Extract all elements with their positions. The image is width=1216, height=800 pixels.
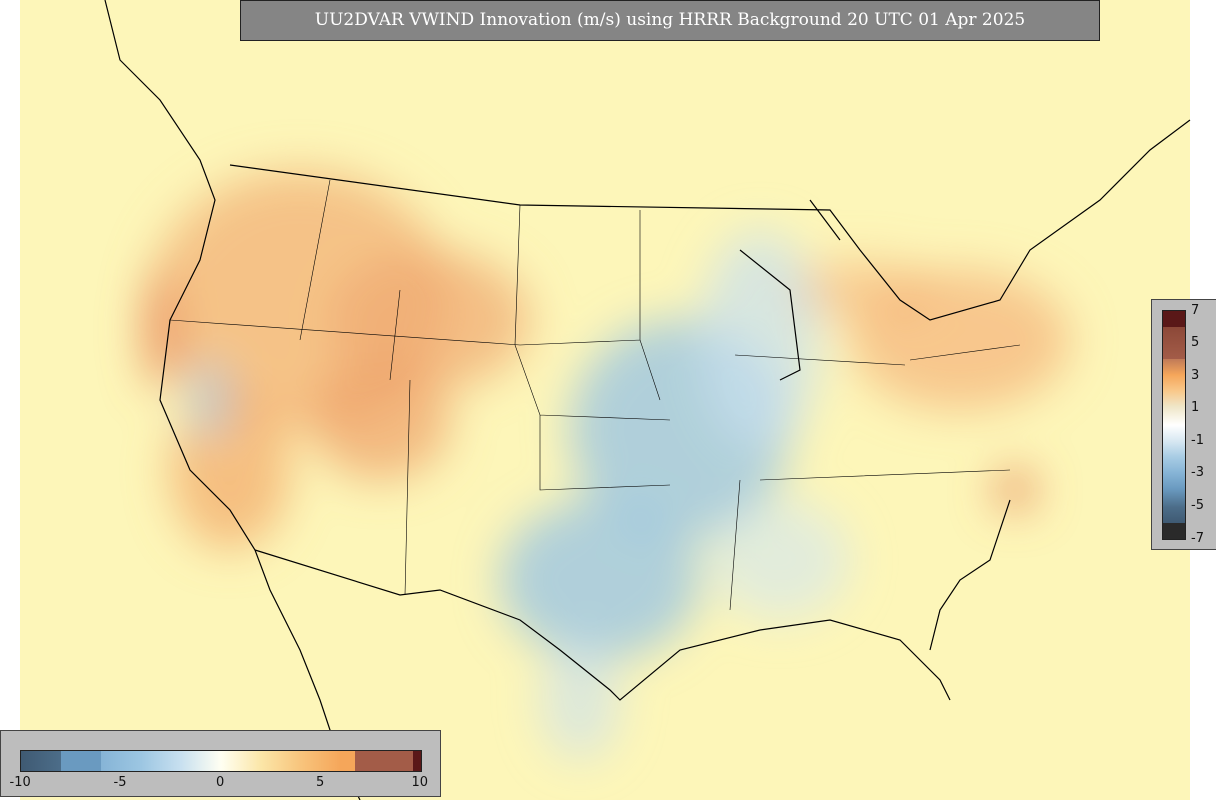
colorbar-bottom (0, 730, 441, 797)
title: UU2DVAR VWIND Innovation (m/s) using HRR… (240, 0, 1100, 41)
colorbar-tick-label: -5 (1191, 497, 1204, 513)
colorbar-tick-label: 10 (411, 774, 429, 790)
colorbar-tick-label: 5 (1191, 335, 1200, 351)
colorbar-tick-label: -3 (1191, 465, 1204, 481)
colorbar-tick-label: -10 (9, 774, 31, 790)
colorbar-tick-label: -5 (113, 774, 127, 790)
state-lines (169, 179, 1021, 611)
colorbar-tick-label: 1 (1191, 400, 1200, 416)
colorbar-right-scale (1162, 310, 1186, 540)
colorbar-tick-label: -7 (1191, 530, 1204, 546)
colorbar-tick-label: -1 (1191, 432, 1204, 448)
boundaries (104, 0, 1191, 800)
colorbar-bottom-scale (20, 750, 422, 772)
innovation-field (145, 170, 1070, 760)
colorbar-tick-label: 7 (1191, 302, 1200, 318)
colorbar-tick-label: 5 (316, 774, 325, 790)
colorbar-right (1151, 299, 1216, 550)
colorbar-tick-label: 3 (1191, 367, 1200, 383)
colorbar-tick-label: 0 (216, 774, 225, 790)
